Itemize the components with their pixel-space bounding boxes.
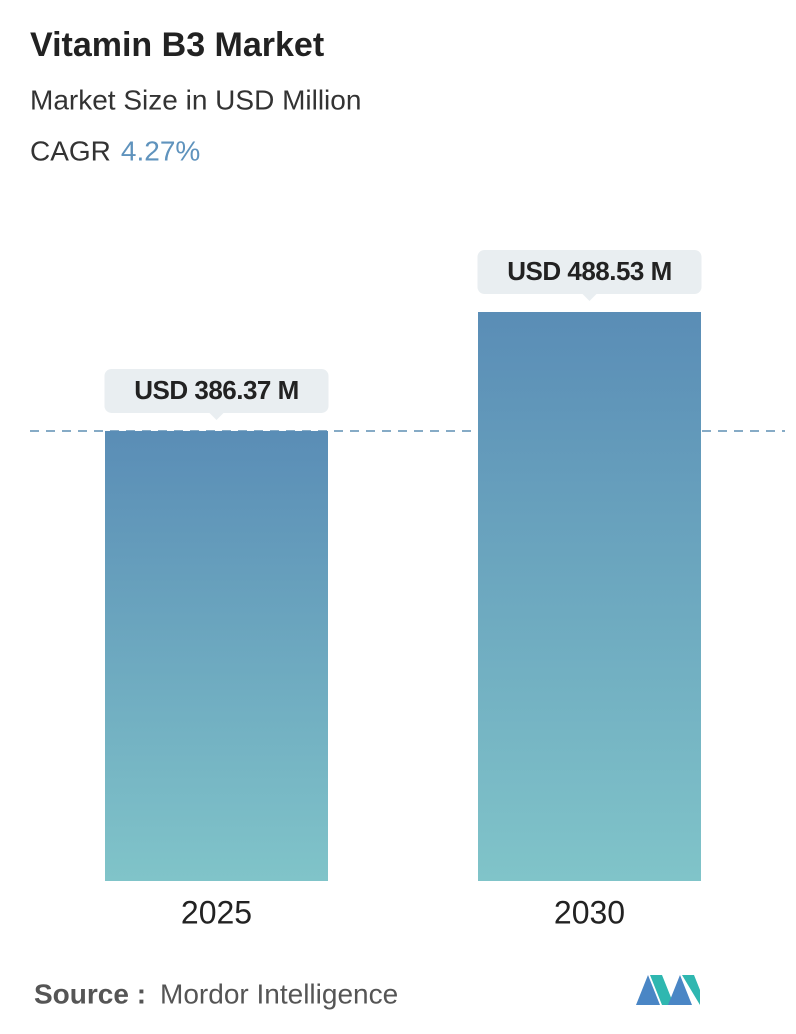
bar [105, 430, 328, 881]
chart-subtitle: Market Size in USD Million [30, 84, 361, 115]
value-label: USD 488.53 M [507, 256, 672, 286]
source-label: Source : [34, 978, 146, 1009]
logo [636, 975, 700, 1005]
value-label-box [477, 250, 702, 294]
value-label-box [104, 368, 329, 413]
x-tick-label: 2025 [181, 894, 252, 930]
chart-title: Vitamin B3 Market [30, 26, 324, 64]
x-tick-label: 2030 [554, 894, 625, 930]
cagr-value: 4.27% [121, 135, 200, 166]
value-label-pointer [582, 294, 597, 301]
bar [478, 312, 701, 881]
value-label: USD 386.37 M [134, 375, 299, 405]
cagr-label: CAGR [30, 135, 111, 166]
source: Mordor Intelligence [160, 978, 398, 1009]
value-label-pointer [209, 412, 224, 420]
